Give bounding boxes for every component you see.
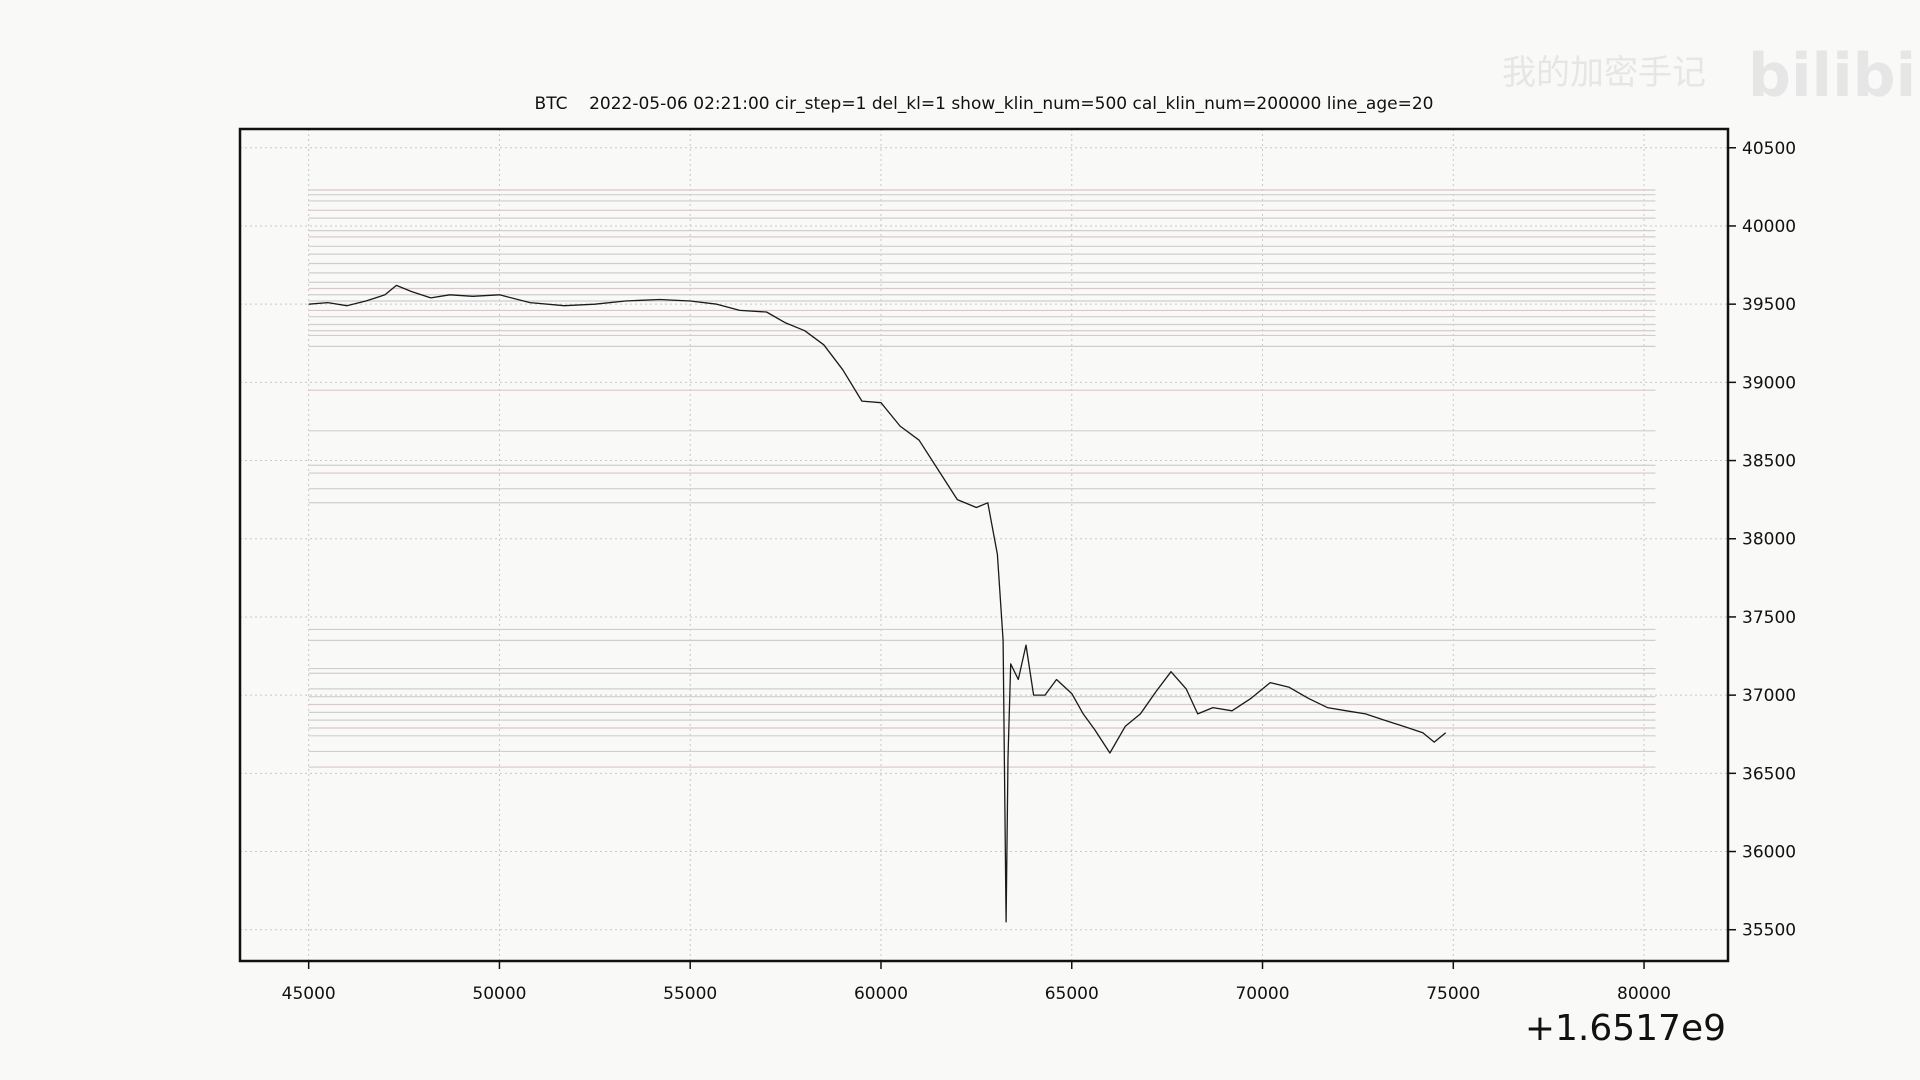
watermark-channel-text: 我的加密手记 (1502, 53, 1706, 93)
x-tick-label: 65000 (1045, 984, 1099, 1004)
y-tick-label: 37000 (1742, 686, 1796, 706)
x-axis-offset-label: +1.6517e9 (1525, 1008, 1726, 1049)
y-tick-label: 39000 (1742, 373, 1796, 393)
x-tick-label: 60000 (854, 984, 908, 1004)
y-tick-label: 40000 (1742, 217, 1796, 237)
x-tick-label: 75000 (1426, 984, 1480, 1004)
x-tick-label: 70000 (1235, 984, 1289, 1004)
x-tick-label: 80000 (1617, 984, 1671, 1004)
y-tick-label: 39500 (1742, 295, 1796, 315)
price-series (308, 284, 1447, 923)
watermark: 我的加密手记 bilibili (1502, 41, 1920, 111)
y-tick-label: 40500 (1742, 139, 1796, 159)
plot-frame (238, 127, 1730, 963)
grid-lines (240, 129, 1728, 961)
y-tick-label: 36000 (1742, 843, 1796, 863)
price-line (308, 284, 1447, 923)
x-tick-label: 50000 (472, 984, 526, 1004)
y-tick-label: 36500 (1742, 764, 1796, 784)
x-axis-ticks: 45000 50000 55000 60000 65000 70000 75000 80000 (282, 961, 1671, 1004)
y-tick-label: 35500 (1742, 921, 1796, 941)
x-tick-label: 55000 (663, 984, 717, 1004)
level-lines (308, 189, 1656, 768)
y-tick-label: 38500 (1742, 452, 1796, 472)
y-tick-label: 37500 (1742, 608, 1796, 628)
watermark-bilibili-logo: bilibili (1748, 41, 1920, 111)
x-tick-label: 45000 (282, 984, 336, 1004)
y-tick-label: 38000 (1742, 530, 1796, 550)
chart-title: BTC 2022-05-06 02:21:00 cir_step=1 del_k… (535, 94, 1434, 114)
y-axis-ticks: 35500 36000 36500 37000 37500 38000 38500 39000… (1728, 139, 1796, 941)
